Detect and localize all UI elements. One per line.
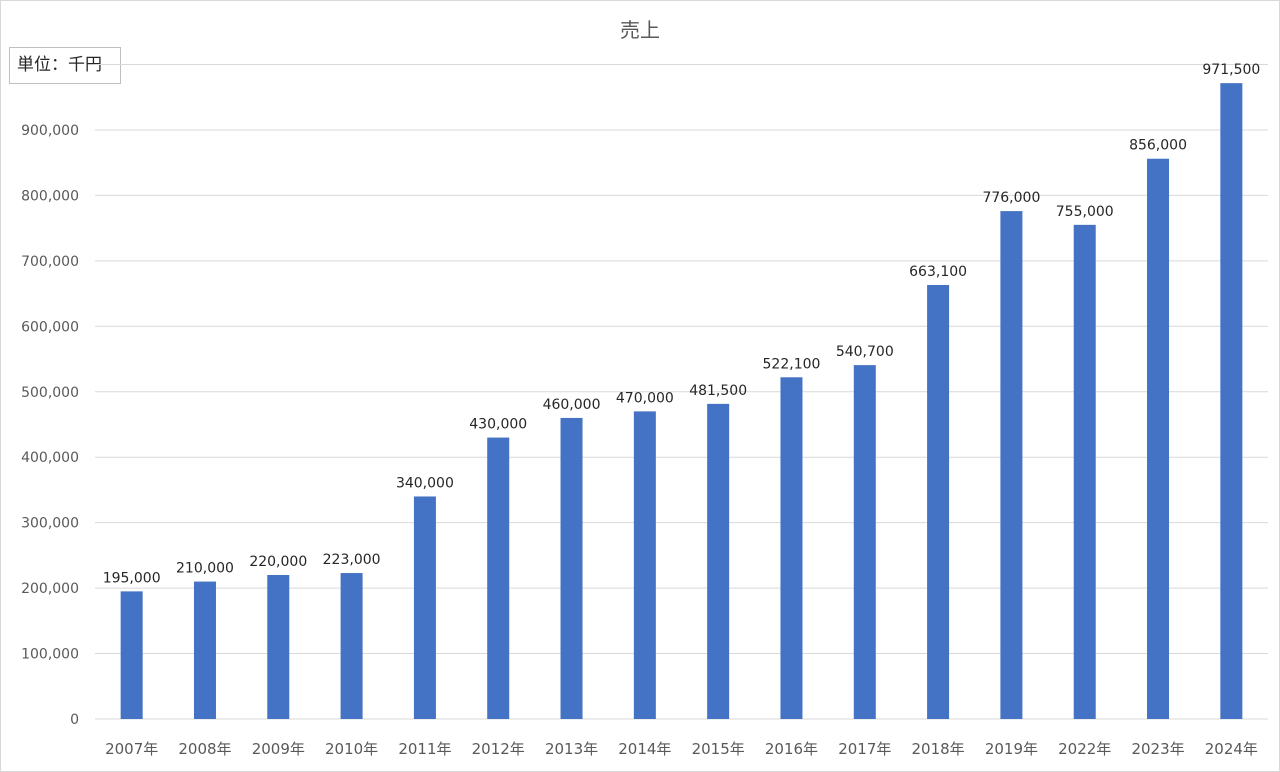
chart-title: 売上 [620,18,660,42]
bar [633,411,656,719]
x-tick-label: 2022年 [1058,740,1111,758]
x-tick-label: 2019年 [985,740,1038,758]
data-label: 223,000 [323,552,381,568]
x-tick-label: 2023年 [1131,740,1184,758]
y-tick-label: 500,000 [21,385,79,401]
y-tick-label: 700,000 [21,254,79,270]
data-label: 460,000 [543,397,601,413]
bar [560,417,583,719]
data-label: 220,000 [249,554,307,570]
x-tick-label: 2009年 [252,740,305,758]
data-label: 540,700 [836,344,894,360]
data-label: 755,000 [1056,204,1114,220]
y-tick-label: 800,000 [21,188,79,204]
y-tick-label: 900,000 [21,123,79,139]
x-tick-label: 2017年 [838,740,891,758]
y-tick-label: 0 [70,712,79,728]
y-tick-label: 400,000 [21,450,79,466]
x-tick-label: 2014年 [618,740,671,758]
bar [1147,158,1170,720]
data-label: 470,000 [616,390,674,406]
bar [780,377,803,719]
bar [267,575,290,719]
x-tick-label: 2012年 [472,740,525,758]
x-tick-label: 2013年 [545,740,598,758]
bar [193,581,216,719]
bar [1000,211,1023,719]
y-tick-label: 600,000 [21,319,79,335]
data-label: 210,000 [176,561,234,577]
bar [340,573,363,719]
x-tick-label: 2016年 [765,740,818,758]
data-label: 971,500 [1202,62,1260,78]
data-label: 663,100 [909,264,967,280]
x-tick-label: 2024年 [1205,740,1258,758]
bar [413,496,436,719]
data-label: 430,000 [469,417,527,433]
data-label: 856,000 [1129,138,1187,154]
x-tick-label: 2010年 [325,740,378,758]
bar [853,365,876,719]
bar [120,591,143,719]
data-label: 195,000 [103,570,161,586]
bar [1220,83,1243,719]
y-tick-label: 300,000 [21,516,79,532]
data-label: 522,100 [763,356,821,372]
x-tick-label: 2015年 [692,740,745,758]
bar [927,285,950,719]
y-tick-label: 200,000 [21,581,79,597]
data-label: 481,500 [689,383,747,399]
data-label: 340,000 [396,475,454,491]
x-tick-label: 2007年 [105,740,158,758]
bar [487,437,510,719]
x-tick-label: 2008年 [178,740,231,758]
x-tick-label: 2011年 [398,740,451,758]
bar [1073,224,1096,720]
bar [707,403,730,719]
y-tick-label: 100,000 [21,647,79,663]
x-tick-label: 2018年 [912,740,965,758]
data-label: 776,000 [982,190,1040,206]
unit-label: 単位：千円 [9,47,121,84]
